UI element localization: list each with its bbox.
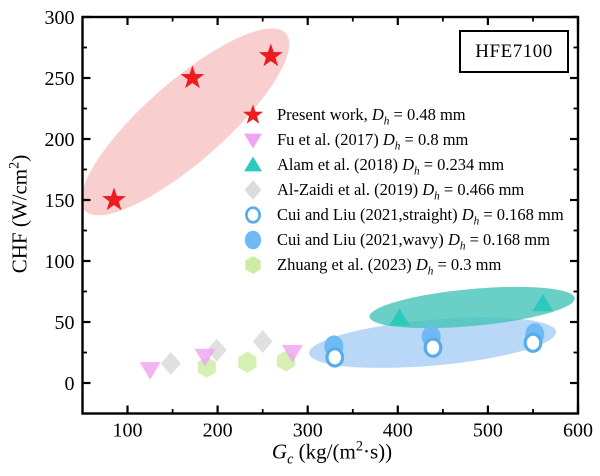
x-tick-label: 400 [383, 420, 413, 442]
legend-marker-circle [244, 230, 262, 249]
y-tick-label: 150 [45, 190, 75, 212]
fluid-annotation-label: HFE7100 [475, 40, 553, 62]
legend-item-present-work: Present work, Dh = 0.48 mm [240, 102, 564, 127]
legend-item-zhuang: Zhuang et al. (2023) Dh = 0.3 mm [240, 252, 564, 277]
y-tick-label: 0 [65, 373, 75, 395]
legend-marker-triangle-up [244, 156, 262, 171]
marker-diamond [206, 338, 227, 362]
legend-label: Cui and Liu (2021,wavy) Dh = 0.168 mm [277, 229, 550, 252]
legend-label: Cui and Liu (2021,straight) Dh = 0.168 m… [277, 204, 564, 227]
x-ticks: 100 200 300 400 500 600 [113, 17, 593, 442]
legend-glyph-triangle-up [244, 156, 262, 171]
legend-marker-diamond [244, 179, 262, 200]
y-tick-label: 200 [45, 129, 75, 151]
marker-hexagon [197, 356, 216, 378]
fluid-annotation-box: HFE7100 [459, 30, 569, 73]
plot-frame [81, 15, 580, 415]
x-tick-label: 200 [203, 420, 233, 442]
y-ticks: 0 50 100 150 200 250 300 [45, 7, 578, 395]
marker-triangle-down [194, 348, 216, 367]
y-tick-label: 50 [55, 312, 75, 334]
legend-item-fu: Fu et al. (2017) Dh = 0.8 mm [240, 127, 564, 152]
legend-marker-triangle-down [244, 133, 262, 148]
legend-label: Fu et al. (2017) Dh = 0.8 mm [277, 129, 469, 152]
marker-star [258, 43, 283, 67]
series-present-work [102, 43, 283, 211]
legend-label: Al-Zaidi et al. (2019) Dh = 0.466 mm [277, 179, 525, 202]
marker-diamond [160, 352, 181, 375]
x-tick-label: 100 [113, 420, 143, 442]
y-tick-label: 100 [45, 251, 75, 273]
marker-triangle-up [532, 293, 554, 312]
x-axis-variable-subscript: c [287, 451, 294, 468]
marker-circle-open [325, 347, 345, 368]
legend-label: Zhuang et al. (2023) Dh = 0.3 mm [277, 254, 502, 277]
x-tick-label: 300 [293, 420, 323, 442]
marker-triangle-up [389, 308, 411, 326]
series-fu [139, 345, 303, 380]
legend-item-al-zaidi: Al-Zaidi et al. (2019) Dh = 0.466 mm [240, 177, 564, 202]
marker-triangle-down [281, 345, 303, 363]
y-axis-label: CHF (W/cm2) [6, 154, 33, 274]
x-axis-label: Gc (kg/(m2·s)) [271, 438, 393, 468]
x-axis-units-end: ·s)) [362, 439, 393, 464]
y-axis-label-text: CHF (W/cm [7, 168, 32, 274]
y-axis-label-superscript: 2 [6, 161, 23, 169]
legend-marker-hexagon [245, 255, 261, 274]
legend: Present work, Dh = 0.48 mm Fu et al. (201… [240, 102, 564, 277]
marker-diamond [252, 330, 273, 353]
legend-item-cui-wavy: Cui and Liu (2021,wavy) Dh = 0.168 mm [240, 227, 564, 252]
y-tick-label: 250 [45, 68, 75, 90]
series-cui-straight [325, 332, 543, 368]
x-tick-label: 500 [473, 420, 503, 442]
highlight-ellipse-alam-group [369, 286, 575, 329]
legend-item-cui-straight: Cui and Liu (2021,straight) Dh = 0.168 m… [240, 202, 564, 227]
highlight-ellipse-present-work-group [81, 28, 290, 216]
series-al-zaidi [160, 330, 273, 375]
legend-glyph-triangle-down [244, 133, 262, 148]
legend-marker-star [242, 103, 264, 124]
marker-hexagon [238, 351, 257, 373]
legend-glyph-diamond [244, 179, 262, 200]
y-tick-label: 300 [45, 7, 75, 29]
legend-label: Alam et al. (2018) Dh = 0.234 mm [277, 154, 505, 177]
series-alam [389, 293, 554, 326]
y-axis-label-end: ) [7, 154, 32, 162]
marker-circle-open [423, 337, 443, 358]
legend-item-alam: Alam et al. (2018) Dh = 0.234 mm [240, 152, 564, 177]
marker-triangle-down [139, 362, 161, 380]
marker-star [180, 65, 205, 89]
x-tick-label: 600 [563, 420, 593, 442]
legend-marker-circle-open [245, 205, 261, 224]
legend-glyph-star [242, 103, 264, 124]
legend-glyph-circle-open [245, 205, 261, 224]
marker-circle-open [523, 332, 543, 353]
legend-glyph-hexagon [245, 255, 261, 274]
x-axis-variable: G [271, 439, 288, 464]
x-axis-units: (kg/(m [293, 439, 356, 464]
legend-label: Present work, Dh = 0.48 mm [277, 104, 466, 127]
x-axis-units-superscript: 2 [355, 438, 363, 455]
legend-glyph-circle [244, 230, 262, 249]
marker-star [102, 187, 126, 211]
